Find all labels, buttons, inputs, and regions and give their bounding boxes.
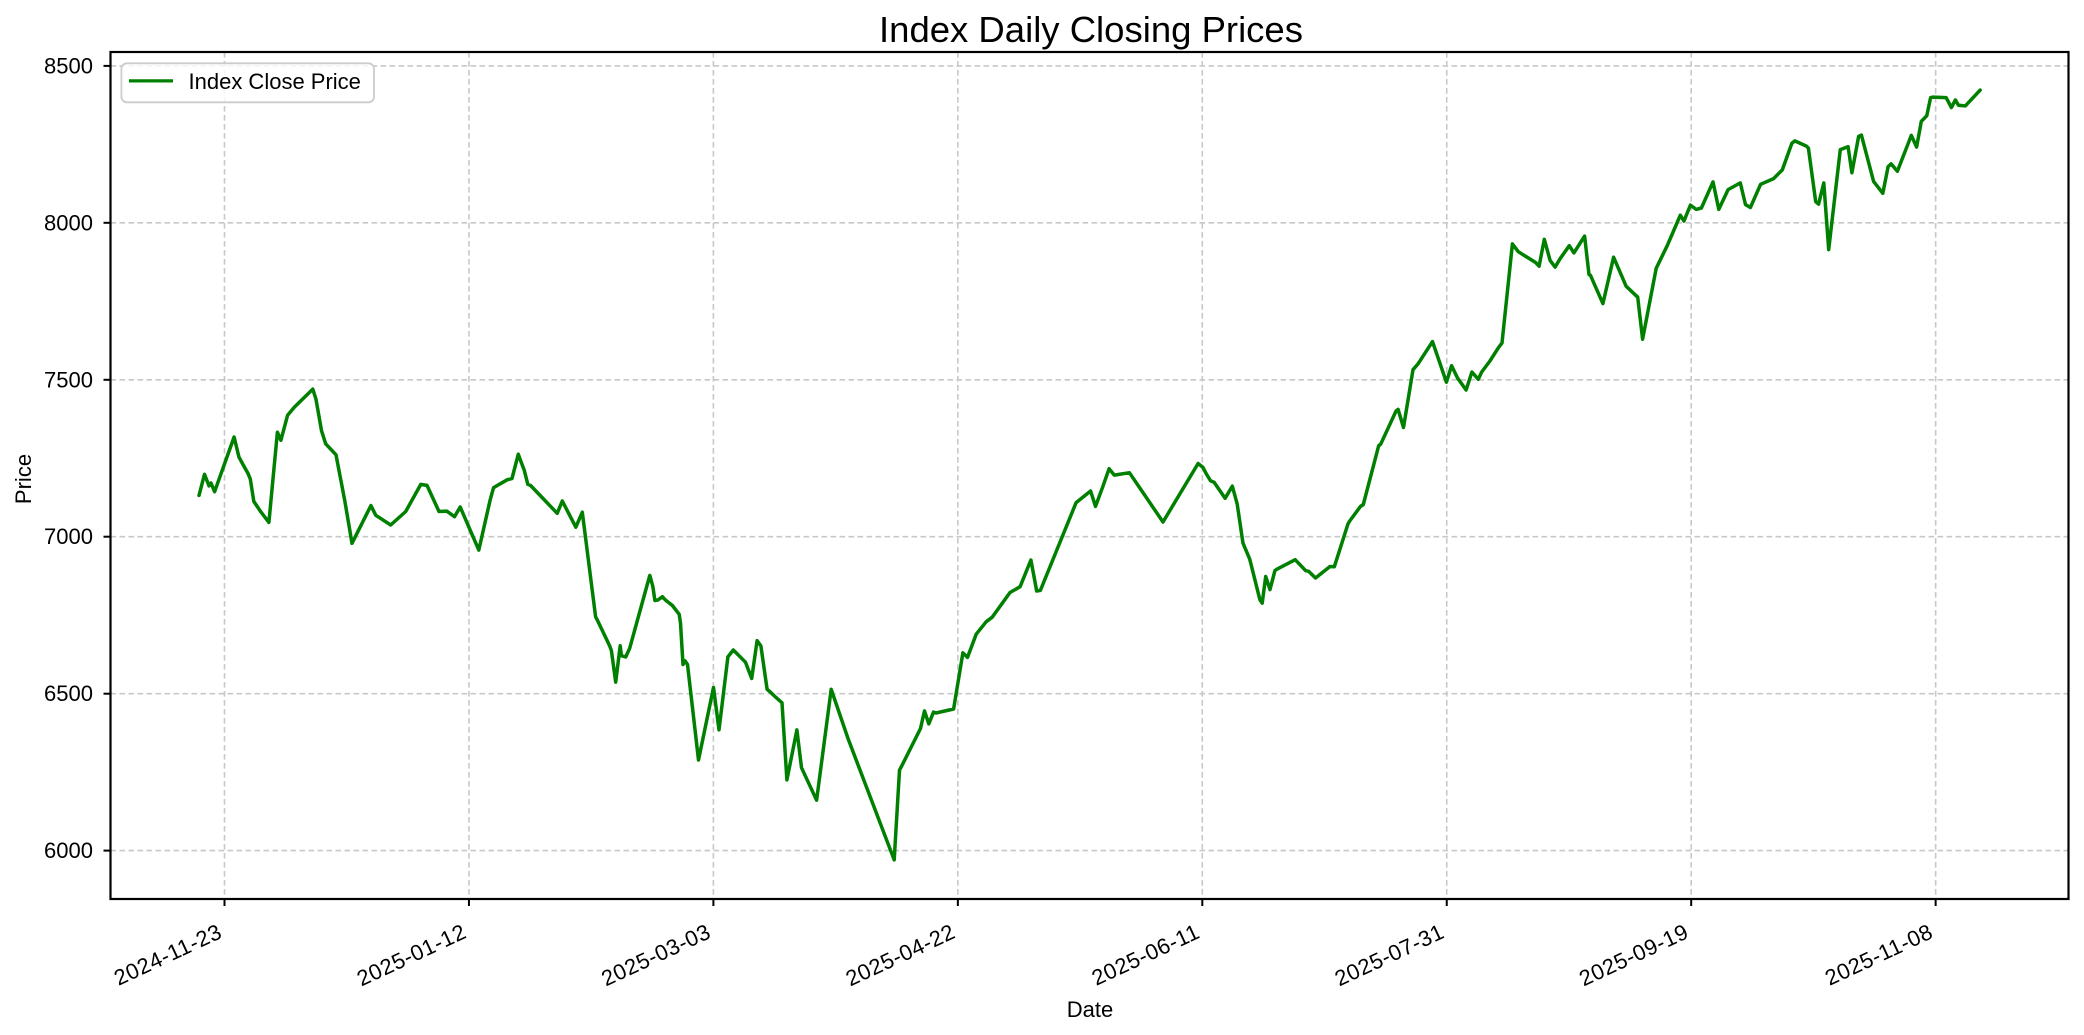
svg-text:7000: 7000 (44, 524, 93, 549)
svg-text:Index Close Price: Index Close Price (189, 69, 361, 94)
svg-text:8500: 8500 (44, 53, 93, 78)
svg-text:Date: Date (1067, 997, 1113, 1022)
svg-text:Index Daily Closing Prices: Index Daily Closing Prices (879, 9, 1303, 50)
svg-text:6500: 6500 (44, 681, 93, 706)
svg-text:6000: 6000 (44, 838, 93, 863)
svg-text:7500: 7500 (44, 367, 93, 392)
svg-text:8000: 8000 (44, 210, 93, 235)
svg-text:Price: Price (11, 454, 36, 504)
